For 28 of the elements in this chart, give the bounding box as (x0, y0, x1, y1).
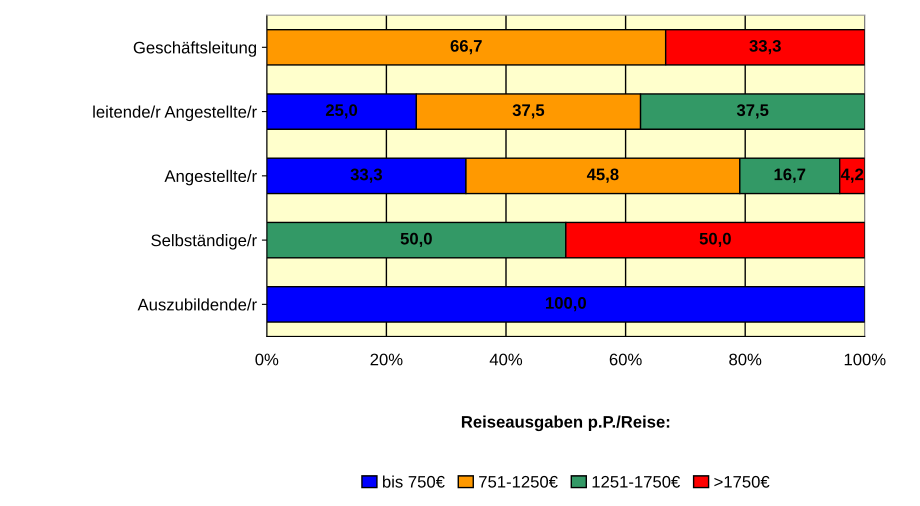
data-label: 4,2 (840, 168, 864, 183)
data-label: 33,3 (350, 168, 382, 183)
data-label: 33,3 (749, 40, 781, 54)
legend-label: 751-1250€ (479, 476, 558, 488)
y-tick-label: leitende/r Angestellte/r (93, 106, 257, 122)
data-label: 37,5 (512, 104, 544, 118)
data-label: 45,8 (586, 168, 619, 183)
legend-label: >1750€ (714, 476, 770, 488)
y-tick-label: Geschäftsleitung (134, 41, 256, 57)
data-label: 25,0 (326, 104, 358, 118)
x-tick-label: 20% (370, 354, 402, 366)
data-label: 16,7 (774, 168, 806, 183)
data-label: 66,7 (450, 40, 482, 54)
y-tick-label: Angestellte/r (164, 170, 257, 186)
data-label: 37,5 (736, 104, 768, 118)
y-tick-label: Selbständige/r (151, 234, 257, 250)
legend-label: 1251-1750€ (592, 476, 680, 488)
x-tick-label: 0% (255, 354, 278, 366)
data-label: 50,0 (400, 232, 432, 247)
x-tick-label: 60% (610, 354, 642, 366)
y-tick-label: Auszubildende/r (138, 298, 257, 311)
legend-label: bis 750€ (383, 475, 445, 488)
x-tick-label: 80% (729, 354, 762, 366)
legend-title: Reiseausgaben p.P./Reise: (462, 415, 670, 432)
x-tick-label: 40% (490, 354, 522, 366)
data-label: 50,0 (700, 232, 731, 247)
data-label: 100,0 (546, 297, 586, 312)
x-tick-label: 100% (844, 354, 886, 366)
